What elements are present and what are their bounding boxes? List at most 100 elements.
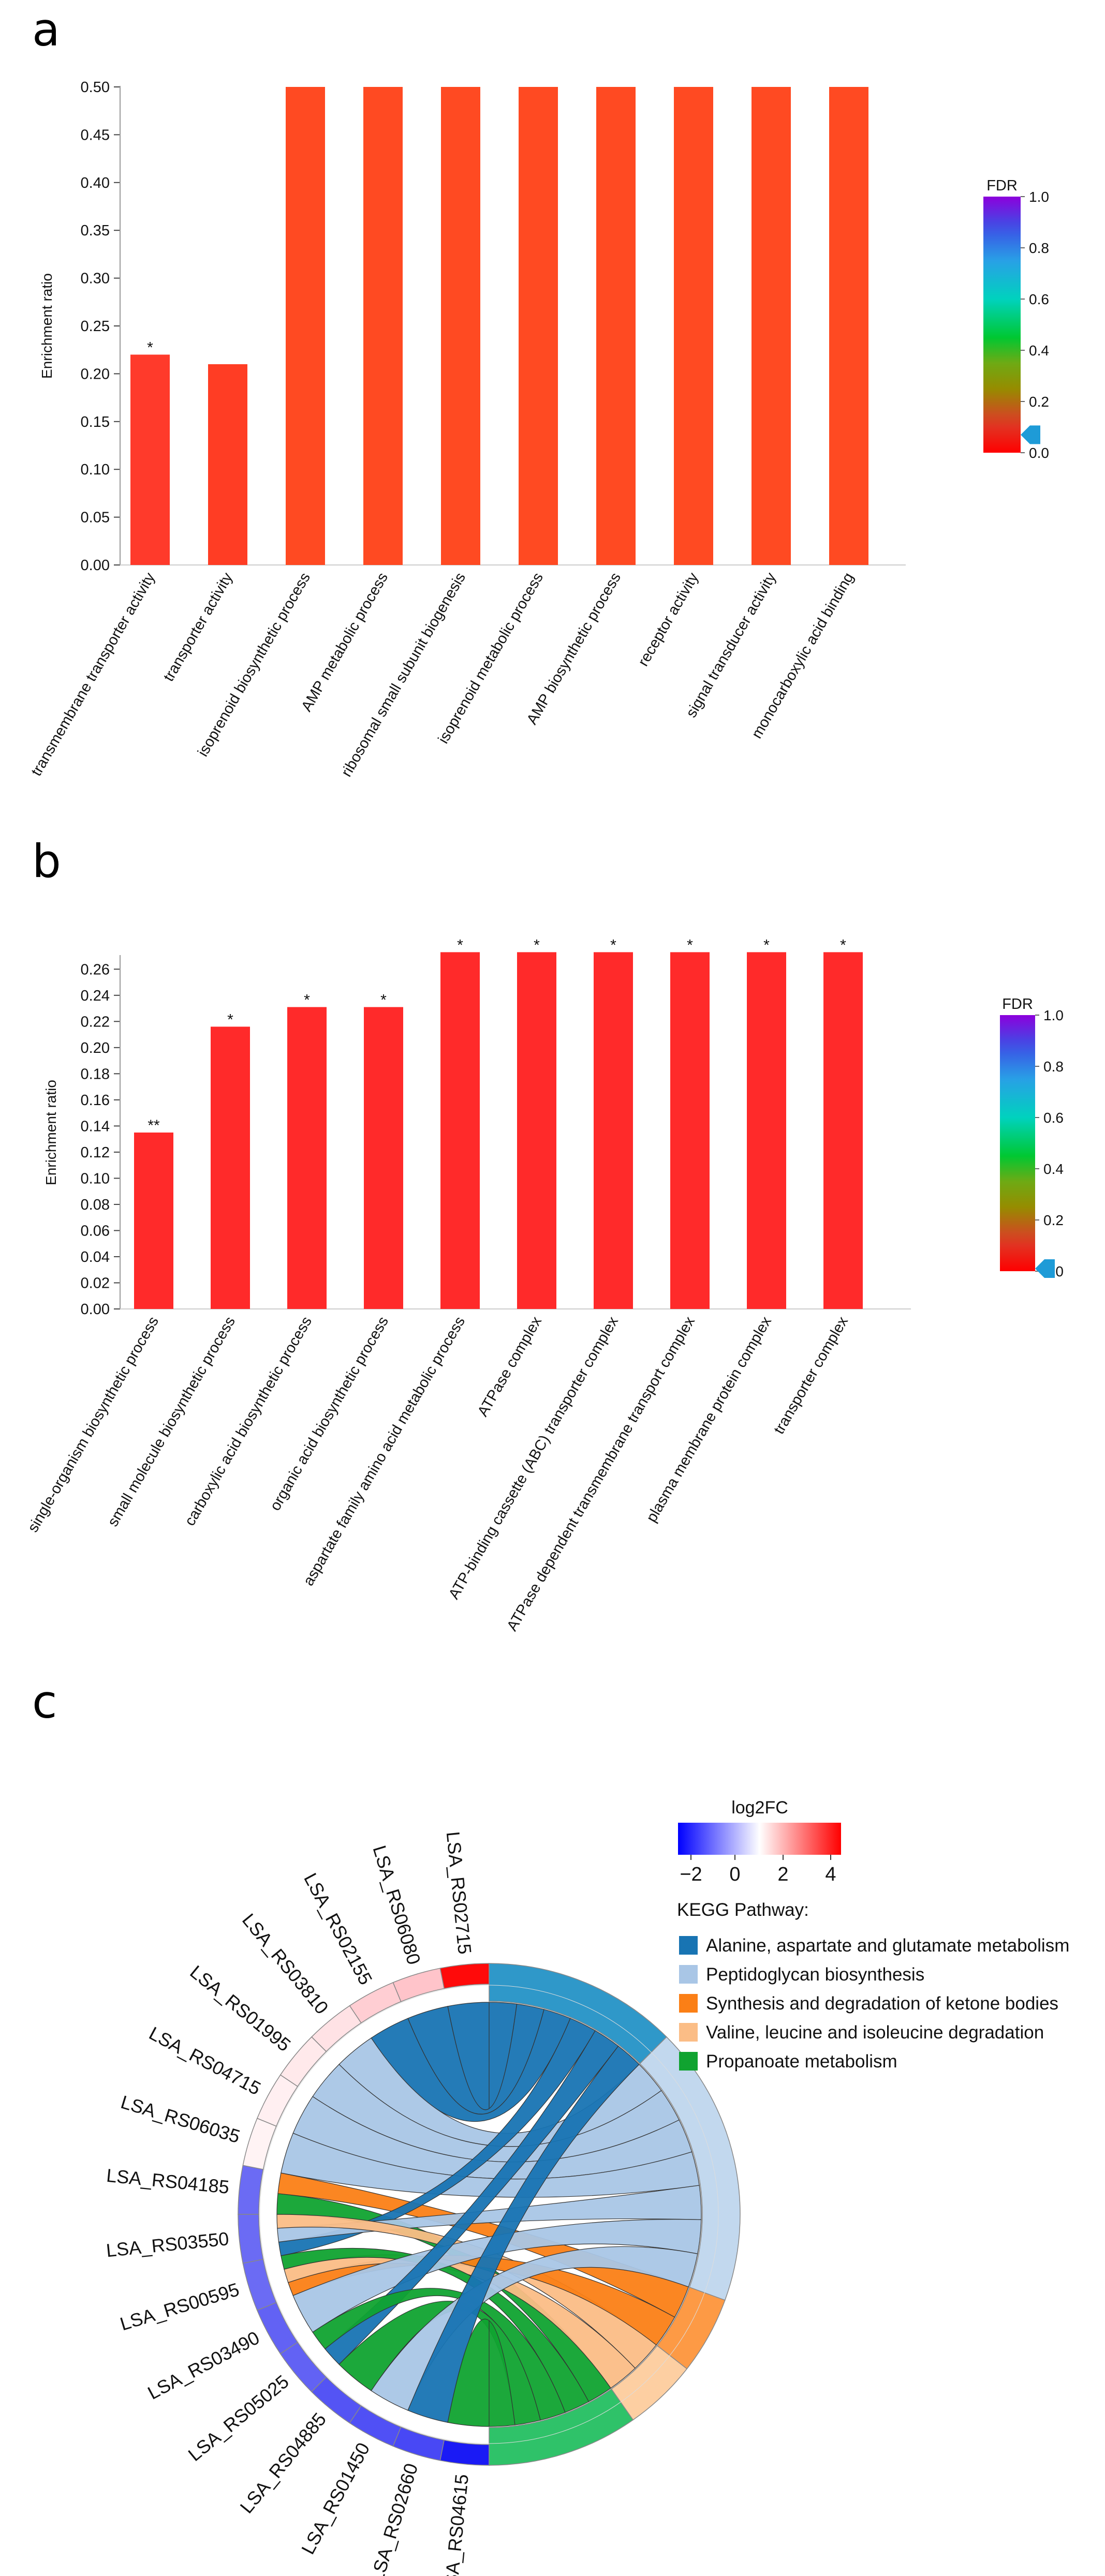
- x-category-label: receptor activity: [635, 570, 702, 669]
- bar-8: [670, 952, 710, 1309]
- gene-label: LSA_RS03810: [238, 1910, 333, 2018]
- bar-3: [287, 1007, 327, 1309]
- significance-marker: *: [380, 992, 387, 1009]
- y-tick-label: 0.50: [81, 79, 110, 96]
- y-tick-label: 0.40: [81, 175, 110, 191]
- y-tick-label: 0.05: [81, 510, 110, 526]
- fdr-tick-label: 0.6: [1029, 291, 1049, 307]
- bar-1: [130, 354, 170, 565]
- gene-segment-11: [256, 2302, 299, 2355]
- fdr-tick-label: 0.0: [1029, 445, 1049, 461]
- y-tick-label: 0.02: [81, 1275, 110, 1291]
- y-tick-label: 0.12: [81, 1144, 110, 1161]
- significance-marker: *: [610, 936, 616, 954]
- bar-4: [364, 1007, 403, 1309]
- gene-label: LSA_RS03490: [144, 2327, 262, 2403]
- bar-2: [208, 364, 247, 565]
- chord-diagram: LSA_RS02715LSA_RS06080LSA_RS02155LSA_RS0…: [105, 1798, 1069, 2576]
- bar-5: [440, 952, 480, 1309]
- kegg-legend-label: Alanine, aspartate and glutamate metabol…: [706, 1935, 1069, 1956]
- y-axis-label: Enrichment ratio: [43, 1080, 59, 1185]
- gene-label: LSA_RS02660: [366, 2461, 422, 2576]
- log2fc-tick-label: 2: [777, 1864, 788, 1885]
- fdr-gradient-bar: [983, 197, 1021, 453]
- gene-label: LSA_RS04885: [235, 2408, 330, 2517]
- y-tick-label: 0.45: [81, 127, 110, 143]
- fdr-tick-label: 0.4: [1029, 343, 1049, 359]
- x-category-label: plasma membrane protein complex: [643, 1314, 775, 1525]
- significance-marker: *: [147, 339, 153, 356]
- kegg-legend-label: Valine, leucine and isoleucine degradati…: [706, 2022, 1044, 2043]
- fdr-marker: [1035, 1259, 1055, 1278]
- gene-label: LSA_RS06035: [119, 2091, 243, 2147]
- log2fc-legend-title: log2FC: [731, 1798, 788, 1818]
- gene-segment-9: [238, 2214, 264, 2264]
- bar-1: [134, 1133, 173, 1309]
- gene-segment-8: [238, 2165, 264, 2215]
- y-tick-label: 0.24: [81, 988, 110, 1004]
- gene-label: LSA_RS02155: [300, 1869, 376, 1988]
- chord-ribbon: [281, 2133, 700, 2198]
- chord-ribbon: [312, 2288, 566, 2421]
- gene-segment-3: [349, 1982, 402, 2024]
- y-tick-label: 0.00: [81, 1301, 110, 1318]
- x-category-label: ATP-binding cassette (ABC) transporter c…: [446, 1314, 622, 1602]
- chord-ribbon: [447, 2318, 515, 2427]
- y-tick-label: 0.25: [81, 318, 110, 335]
- y-tick-label: 0.15: [81, 414, 110, 430]
- y-tick-label: 0.10: [81, 1170, 110, 1187]
- x-category-label: aspartate family amino acid metabolic pr…: [300, 1314, 468, 1589]
- bar-6: [519, 87, 558, 565]
- gene-segment-10: [242, 2258, 277, 2311]
- x-category-label: transporter activity: [160, 570, 236, 684]
- x-category-label: signal transducer activity: [683, 570, 780, 720]
- significance-marker: *: [763, 936, 770, 954]
- chord-ribbon: [371, 2009, 571, 2122]
- gene-label: LSA_RS04185: [106, 2165, 230, 2198]
- log2fc-gradient-bar: [678, 1823, 841, 1855]
- bar-4: [363, 87, 403, 565]
- x-category-label: AMP biosynthetic process: [524, 570, 624, 727]
- bar-7: [596, 87, 636, 565]
- kegg-legend-swatch: [679, 1936, 698, 1955]
- gene-label: LSA_RS00595: [117, 2279, 242, 2334]
- x-category-label: transporter complex: [771, 1314, 851, 1437]
- bar-chart-a: 0.00 0.05 0.10 0.15 0.20 0.25 0.30 0.35 0.40 0.45…: [28, 79, 1049, 780]
- gene-segment-6: [256, 2074, 299, 2127]
- y-axis-label: Enrichment ratio: [39, 273, 55, 379]
- fdr-marker: [1021, 425, 1040, 444]
- x-category-label: carboxylic acid biosynthetic process: [182, 1314, 315, 1529]
- fdr-tick-label: 0.4: [1043, 1161, 1064, 1177]
- fdr-tick-label: 1.0: [1043, 1007, 1064, 1023]
- fdr-tick-label: 0.8: [1043, 1059, 1064, 1075]
- fdr-tick-label: 0.8: [1029, 240, 1049, 256]
- kegg-legend-label: Peptidoglycan biosynthesis: [706, 1964, 924, 1985]
- inner-ring-guide: [259, 1985, 719, 2444]
- kegg-legend-swatch: [679, 2023, 698, 2042]
- y-tick-label: 0.18: [81, 1066, 110, 1082]
- significance-marker: *: [840, 936, 846, 954]
- fdr-title: FDR: [986, 177, 1018, 194]
- significance-marker: *: [227, 1011, 233, 1028]
- gene-segment-1: [439, 1963, 490, 1989]
- x-category-label: transmembrane transporter activity: [28, 570, 158, 779]
- y-tick-label: 0.26: [81, 961, 110, 978]
- fdr-tick-label: 0.2: [1029, 394, 1049, 410]
- log2fc-tick-label: 0: [729, 1864, 740, 1885]
- y-tick-label: 0.10: [81, 461, 110, 478]
- gene-segment-16: [439, 2439, 490, 2466]
- y-tick-label: 0.22: [81, 1014, 110, 1030]
- kegg-legend-swatch: [679, 1965, 698, 1984]
- x-category-label: ribosomal small subunit biogenesis: [338, 570, 469, 780]
- gene-label: LSA_RS01995: [186, 1961, 294, 2056]
- log2fc-tick-label: −2: [680, 1864, 702, 1885]
- gene-segment-4: [311, 2005, 362, 2052]
- gene-segment-2: [392, 1968, 445, 2002]
- bar-10: [829, 87, 868, 565]
- bar-3: [286, 87, 325, 565]
- chord-legend: log2FC −2 0 2 4 KEGG Pathway: Alanine, asparta…: [677, 1798, 1069, 2072]
- gene-label: LSA_RS04715: [145, 2022, 264, 2099]
- bar-2: [211, 1026, 250, 1309]
